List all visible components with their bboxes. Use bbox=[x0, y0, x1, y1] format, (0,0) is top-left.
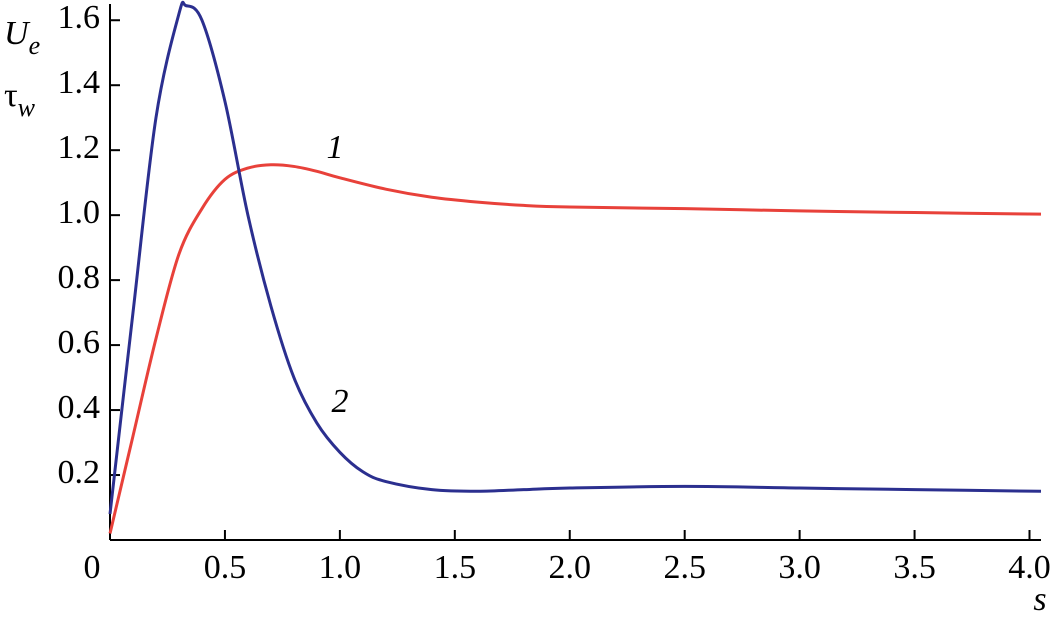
x-tick-label: 1.0 bbox=[319, 549, 362, 586]
x-tick-label: 1.5 bbox=[434, 549, 477, 586]
y-tick-label: 0.6 bbox=[58, 324, 101, 361]
series-label: 1 bbox=[327, 129, 344, 166]
y-tick-label: 0.8 bbox=[58, 259, 101, 296]
y-tick-label: 1.4 bbox=[58, 64, 101, 101]
x-tick-label: 3.5 bbox=[893, 549, 936, 586]
y-label-main: τ bbox=[4, 77, 18, 114]
y-label-main: U bbox=[4, 15, 31, 52]
x-tick-label: 4.0 bbox=[1008, 549, 1051, 586]
line-series bbox=[108, 163, 1042, 534]
y-tick-label: 0.4 bbox=[58, 389, 101, 426]
series-label: 2 bbox=[332, 383, 349, 420]
line-series bbox=[108, 0, 1042, 515]
y-label-sub: w bbox=[18, 93, 36, 122]
y-tick-label: 1.0 bbox=[58, 194, 101, 231]
x-tick-label: 2.5 bbox=[663, 549, 706, 586]
y-tick-label: 1.6 bbox=[58, 0, 101, 36]
x-tick-label: 0.5 bbox=[204, 549, 247, 586]
x-tick-label: 3.0 bbox=[778, 549, 821, 586]
x-tick-label: 0 bbox=[84, 549, 101, 586]
x-axis-label: s bbox=[1033, 581, 1046, 618]
y-axis-label: Ue bbox=[4, 15, 40, 60]
y-axis-label: τw bbox=[4, 77, 36, 122]
y-tick-label: 1.2 bbox=[58, 129, 101, 166]
x-tick-label: 2.0 bbox=[549, 549, 592, 586]
y-tick-label: 0.2 bbox=[58, 454, 101, 491]
y-label-sub: e bbox=[29, 31, 41, 60]
